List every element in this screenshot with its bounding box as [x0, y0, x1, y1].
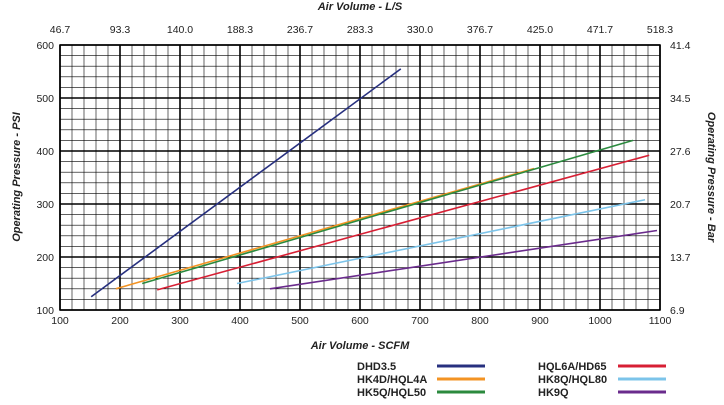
series-line-hk8q-hql80	[236, 198, 646, 285]
x2-axis-title: Air Volume - L/S	[317, 1, 403, 13]
y2-axis-title: Operating Pressure - Bar	[705, 112, 717, 243]
legend-label: HK4D/HQL4A	[357, 374, 427, 386]
x-tick-label: 800	[471, 315, 489, 327]
y-axis-title: Operating Pressure - PSI	[11, 111, 23, 242]
y2-tick-label: 27.6	[670, 146, 691, 158]
x-tick-label: 700	[411, 315, 429, 327]
legend-label: DHD3.5	[357, 361, 396, 373]
y2-tick-label: 6.9	[670, 305, 685, 317]
legend-label: HK9Q	[538, 387, 569, 399]
x-tick-label: 500	[291, 315, 309, 327]
x-tick-label: 200	[111, 315, 129, 327]
x2-tick-label: 93.3	[110, 24, 131, 36]
y-tick-label: 200	[36, 252, 54, 264]
series-lines	[90, 68, 658, 298]
y2-tick-label: 41.4	[670, 40, 691, 52]
y2-tick-label: 34.5	[670, 93, 691, 105]
y-tick-label: 600	[36, 40, 54, 52]
x-tick-label: 1100	[649, 315, 672, 327]
series-line-hk4d-hql4a	[115, 167, 535, 290]
plot-frame	[59, 44, 661, 311]
tick-labels: 100 200 300 400 500 600 700 800 900 1000 1100 46.7 9…	[36, 24, 690, 327]
x-axis-title: Air Volume - SCFM	[310, 340, 410, 352]
x2-tick-label: 471.7	[587, 24, 613, 36]
y-tick-label: 300	[36, 199, 54, 211]
y-tick-label: 400	[36, 146, 54, 158]
y-tick-label: 500	[36, 93, 54, 105]
series-line-hk5q-hql50	[141, 139, 634, 285]
legend-label: HK8Q/HQL80	[538, 374, 607, 386]
x2-tick-label: 236.7	[287, 24, 313, 36]
x-tick-label: 300	[171, 315, 189, 327]
x-tick-label: 1000	[588, 315, 612, 327]
x2-tick-label: 283.3	[347, 24, 373, 36]
x2-tick-label: 425.0	[527, 24, 553, 36]
x-tick-label: 900	[531, 315, 549, 327]
y2-tick-label: 13.7	[670, 252, 691, 264]
y-tick-label: 100	[36, 305, 54, 317]
x2-tick-label: 188.3	[227, 24, 253, 36]
x2-tick-label: 140.0	[167, 24, 193, 36]
x2-tick-label: 330.0	[407, 24, 433, 36]
x-tick-label: 600	[351, 315, 369, 327]
x2-tick-label: 518.3	[647, 24, 673, 36]
x-tick-label: 400	[231, 315, 249, 327]
x2-tick-label: 376.7	[467, 24, 493, 36]
x-tick-label: 100	[51, 315, 69, 327]
x2-tick-label: 46.7	[50, 24, 71, 36]
legend-label: HK5Q/HQL50	[357, 387, 426, 399]
series-line-dhd3-5	[90, 68, 402, 298]
y2-tick-label: 20.7	[670, 199, 691, 211]
legend-label: HQL6A/HD65	[538, 361, 606, 373]
series-line-hql6a-hd65	[156, 154, 650, 291]
series-line-hk9q	[269, 229, 658, 290]
